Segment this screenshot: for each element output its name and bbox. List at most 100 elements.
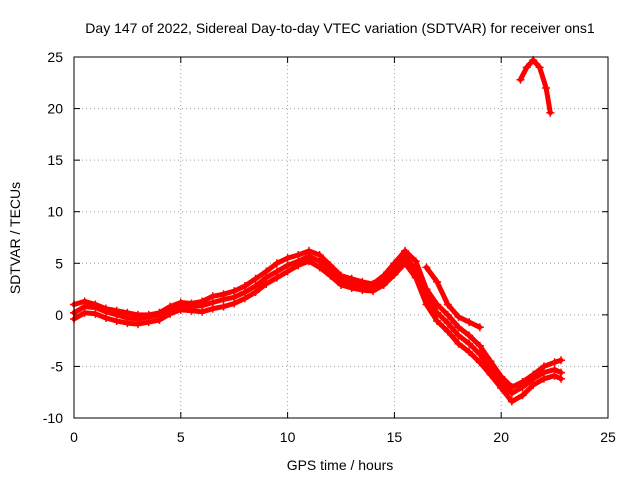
data-point: [454, 323, 463, 332]
y-tick-label: -10: [43, 410, 63, 426]
data-point: [454, 331, 463, 340]
data-point: [219, 295, 228, 304]
data-point: [347, 284, 356, 293]
chart-title: Day 147 of 2022, Sidereal Day-to-day VTE…: [85, 20, 595, 36]
data-point: [433, 317, 442, 326]
data-point: [123, 319, 132, 328]
series-satellite-track-3: [70, 257, 566, 406]
data-point: [401, 259, 410, 268]
data-point: [369, 287, 378, 296]
data-point: [422, 300, 431, 309]
plot-frame: [73, 56, 609, 419]
data-point: [518, 383, 527, 392]
data-point: [358, 286, 367, 295]
data-point: [443, 319, 452, 328]
data-point: [240, 294, 249, 303]
y-tick-label: 25: [47, 49, 63, 65]
data-point: [379, 280, 388, 289]
data-point: [486, 370, 495, 379]
data-point: [542, 83, 551, 92]
data-point: [390, 270, 399, 279]
data-point: [454, 312, 463, 321]
data-point: [535, 63, 544, 72]
x-tick-label: 15: [387, 429, 403, 445]
data-point: [134, 320, 143, 329]
data-point: [176, 305, 185, 314]
data-point: [102, 313, 111, 322]
axis-ticks: 0 5 10 15 20 25 -10 -5 0 5 10 15 20 25: [43, 49, 616, 445]
data-point: [465, 331, 474, 340]
y-axis-label: SDTVAR / TECUs: [7, 182, 23, 294]
data-point: [315, 263, 324, 272]
data-point: [283, 254, 292, 263]
data-point: [251, 288, 260, 297]
data-point: [443, 327, 452, 336]
y-tick-label: 10: [47, 204, 63, 220]
data-point: [550, 358, 559, 367]
data-point: [475, 341, 484, 350]
data-point: [326, 271, 335, 280]
grid: [74, 57, 608, 418]
data-point: [262, 279, 271, 288]
data-point: [454, 339, 463, 348]
data-series: [70, 56, 566, 406]
data-point: [283, 267, 292, 276]
x-tick-label: 5: [177, 429, 185, 445]
data-point: [230, 299, 239, 308]
data-point: [155, 316, 164, 325]
data-point: [144, 318, 153, 327]
data-point: [497, 384, 506, 393]
y-tick-label: 20: [47, 101, 63, 117]
x-tick-label: 25: [600, 429, 616, 445]
data-point: [529, 380, 538, 389]
data-point: [294, 261, 303, 270]
data-point: [443, 300, 452, 309]
data-point: [522, 63, 531, 72]
data-point: [80, 308, 89, 317]
data-point: [539, 374, 548, 383]
data-point: [557, 374, 566, 383]
series-satellite-track-5: [516, 56, 555, 117]
data-point: [465, 339, 474, 348]
data-point: [272, 259, 281, 268]
data-point: [475, 358, 484, 367]
data-point: [422, 263, 431, 272]
x-axis-label: GPS time / hours: [287, 457, 394, 473]
series-trace: [423, 264, 483, 330]
data-point: [518, 391, 527, 400]
series-satellite-track-4: [422, 263, 484, 332]
y-tick-label: 15: [47, 152, 63, 168]
series-trace: [71, 258, 564, 404]
series-trace: [517, 57, 553, 116]
y-tick-label: 5: [55, 255, 63, 271]
data-point: [557, 356, 566, 365]
data-point: [208, 304, 217, 313]
data-point: [475, 350, 484, 359]
data-point: [251, 274, 260, 283]
data-point: [507, 397, 516, 406]
y-tick-label: 0: [55, 307, 63, 323]
data-point: [475, 323, 484, 332]
data-point: [433, 277, 442, 286]
data-point: [198, 307, 207, 316]
data-point: [166, 309, 175, 318]
data-point: [443, 310, 452, 319]
data-point: [411, 273, 420, 282]
data-point: [411, 265, 420, 274]
data-point: [304, 257, 313, 266]
data-point: [91, 309, 100, 318]
data-point: [465, 347, 474, 356]
data-point: [219, 302, 228, 311]
data-point: [112, 317, 121, 326]
x-tick-label: 0: [70, 429, 78, 445]
data-point: [272, 273, 281, 282]
data-point: [550, 371, 559, 380]
x-tick-label: 20: [493, 429, 509, 445]
data-point: [507, 389, 516, 398]
y-tick-label: -5: [51, 358, 64, 374]
x-tick-label: 10: [280, 429, 296, 445]
data-point: [546, 108, 555, 117]
data-point: [337, 280, 345, 289]
data-point: [187, 306, 196, 315]
